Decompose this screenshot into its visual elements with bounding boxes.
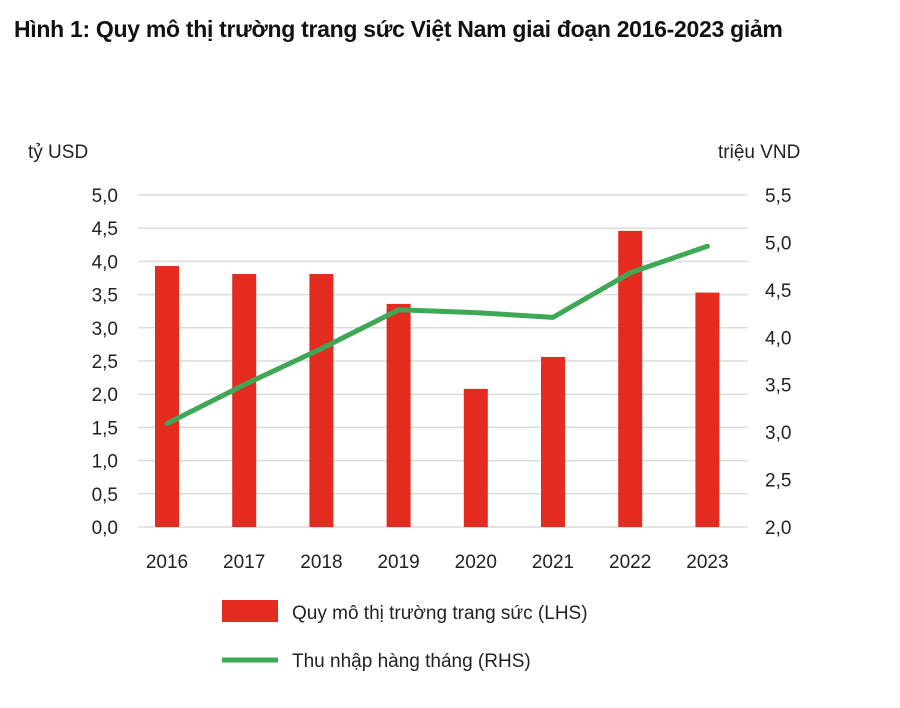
bar-2023 (695, 292, 720, 527)
bar-2017 (232, 274, 257, 527)
left-axis-label: tỷ USD (28, 142, 88, 163)
left-tick-label: 3,5 (92, 286, 118, 307)
chart-title: Hình 1: Quy mô thị trường trang sức Việt… (14, 16, 783, 42)
left-tick-label: 3,0 (92, 319, 118, 340)
right-tick-label: 4,5 (765, 281, 791, 302)
right-tick-label: 4,0 (765, 328, 791, 349)
right-tick-label: 2,0 (765, 518, 791, 539)
right-tick-label: 3,0 (765, 423, 791, 444)
right-tick-label: 5,0 (765, 233, 791, 254)
x-tick-label: 2016 (146, 552, 188, 573)
left-tick-label: 1,5 (92, 418, 118, 439)
bar-2018 (309, 274, 334, 527)
line-series (164, 243, 710, 427)
legend-line-label: Thu nhập hàng tháng (RHS) (292, 651, 531, 672)
left-tick-label: 4,5 (92, 219, 118, 240)
x-tick-label: 2019 (377, 552, 419, 573)
left-tick-label: 1,0 (92, 452, 118, 473)
right-axis-label: triệu VND (718, 142, 800, 163)
left-tick-label: 0,5 (92, 485, 118, 506)
left-tick-label: 5,0 (92, 186, 118, 207)
left-tick-label: 0,0 (92, 518, 118, 539)
bar-2020 (463, 388, 488, 527)
right-tick-label: 3,5 (765, 376, 791, 397)
legend-bar-label: Quy mô thị trường trang sức (LHS) (292, 603, 588, 624)
x-tick-label: 2021 (532, 552, 574, 573)
x-tick-label: 2020 (455, 552, 497, 573)
left-tick-label: 2,0 (92, 385, 118, 406)
left-tick-label: 4,0 (92, 252, 118, 273)
x-tick-label: 2018 (300, 552, 342, 573)
right-tick-label: 5,5 (765, 186, 791, 207)
bar-2021 (541, 357, 565, 527)
legend-bar-swatch (222, 600, 278, 622)
bar-2016 (155, 266, 179, 527)
x-tick-label: 2022 (609, 552, 651, 573)
x-tick-label: 2023 (686, 552, 728, 573)
left-tick-label: 2,5 (92, 352, 118, 373)
right-tick-label: 2,5 (765, 471, 791, 492)
bar-2019 (386, 303, 411, 527)
x-tick-label: 2017 (223, 552, 265, 573)
